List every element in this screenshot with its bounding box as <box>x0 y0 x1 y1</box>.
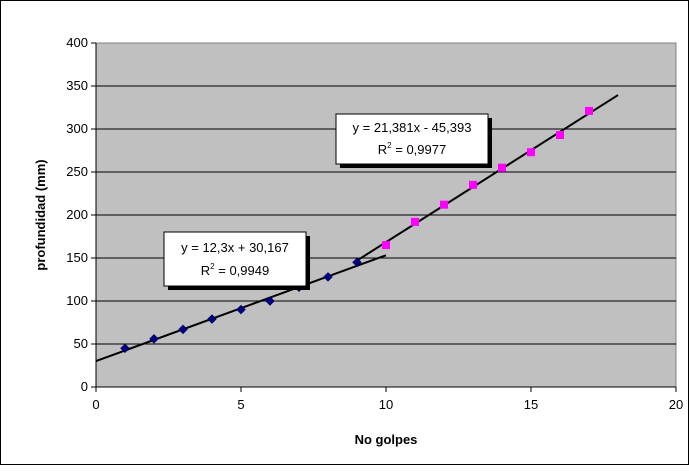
data-point-s2-2 <box>411 217 419 226</box>
y-tick-label: 350 <box>66 78 88 93</box>
data-point-s1-8 <box>323 272 333 282</box>
trendline-label-1-box <box>163 231 307 287</box>
data-point-s1-3 <box>178 324 188 335</box>
data-point-s1-1 <box>120 343 130 354</box>
x-tick-label: 5 <box>237 397 244 412</box>
trendline-2 <box>356 94 619 262</box>
data-point-s2-7 <box>556 131 564 140</box>
data-point-s1-2 <box>149 333 159 344</box>
data-point-s2-1 <box>382 241 390 250</box>
data-point-s2-5 <box>498 163 506 172</box>
trendline-label-1-r2: R2 = 0,9949 <box>201 262 269 278</box>
y-tick-label: 300 <box>66 121 88 136</box>
y-tick-label: 50 <box>74 336 88 351</box>
y-tick-label: 400 <box>66 35 88 50</box>
x-tick-label: 15 <box>524 397 538 412</box>
trendline-label-2-r2: R2 = 0,9977 <box>378 141 446 157</box>
y-tick-label: 250 <box>66 164 88 179</box>
trendline-label-2: y = 21,381x - 45,393 R2 = 0,9977 <box>335 113 492 168</box>
y-tick-label: 0 <box>81 379 88 394</box>
data-point-s2-6 <box>527 148 535 157</box>
trendline-label-1: y = 12,3x + 30,167 R2 = 0,9949 <box>163 231 310 290</box>
data-point-s1-6 <box>265 296 275 306</box>
data-point-s2-8 <box>585 106 593 115</box>
data-point-s1-9 <box>352 257 362 268</box>
y-tick-label: 100 <box>66 293 88 308</box>
x-tick-label: 0 <box>92 397 99 412</box>
axes: 0 50 100 150 200 250 300 350 400 0 5 10 15 20 <box>66 35 683 412</box>
trendline-label-2-box <box>335 113 489 165</box>
data-point-s1-4 <box>207 314 217 324</box>
trendline-label-2-equation: y = 21,381x - 45,393 <box>353 120 472 135</box>
data-point-s2-4 <box>469 180 477 189</box>
x-tick-label: 20 <box>669 397 683 412</box>
y-tick-label: 200 <box>66 207 88 222</box>
x-axis-title: No golpes <box>355 432 418 447</box>
trendline-label-1-equation: y = 12,3x + 30,167 <box>181 240 289 255</box>
x-tick-label: 10 <box>379 397 393 412</box>
data-point-s2-3 <box>440 200 448 209</box>
y-tick-label: 150 <box>66 250 88 265</box>
data-point-s1-5 <box>236 304 246 315</box>
y-axis-title: profundidad (mm) <box>33 159 48 270</box>
